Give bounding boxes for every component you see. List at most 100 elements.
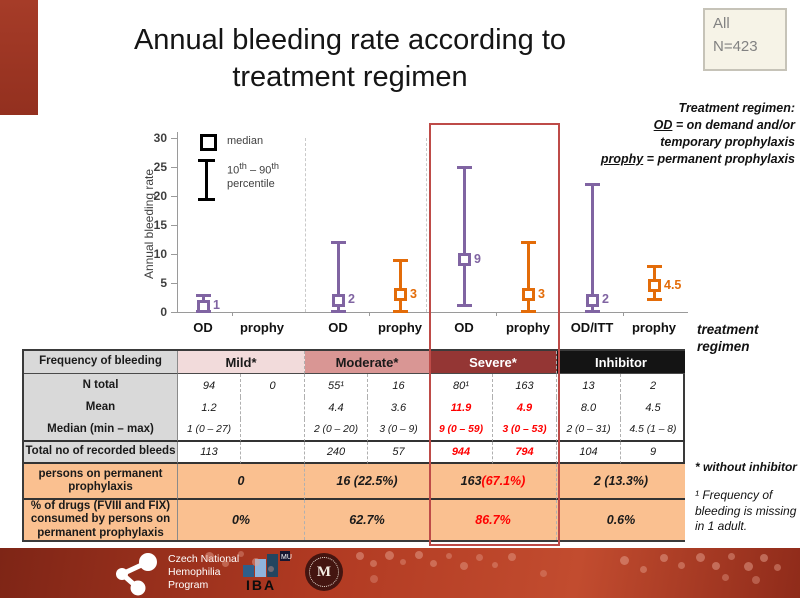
x-label-od: OD — [328, 320, 348, 335]
cell-bleeds-sev-od: 944 — [430, 442, 493, 464]
cell-drugs-mild: 0% — [178, 500, 305, 540]
col-header-inhibitor: Inhibitor — [557, 351, 685, 374]
whisker-cap-bottom — [392, 310, 408, 313]
whisker-severe-od — [462, 167, 466, 307]
cell-ntotal-inh-prophy: 2 — [649, 379, 657, 392]
cell-median-mod-prophy: 3 (0 – 9) — [368, 419, 430, 442]
x-label-prophy: prophy — [631, 320, 677, 335]
decorative-dot — [356, 552, 364, 560]
y-tick-label: 20 — [153, 189, 167, 203]
whisker-cap-top — [584, 183, 600, 187]
median-value-label: 2 — [602, 292, 609, 307]
decorative-dot — [252, 558, 260, 566]
decorative-dot — [385, 551, 394, 560]
cell-persons-moderate: 16 (22.5%) — [305, 464, 430, 500]
row-label-drug-consumption: % of drugs (FVIII and FIX) consumed by p… — [24, 500, 178, 540]
y-tick-mark — [171, 225, 177, 226]
page-title: Annual bleeding rate according to treatm… — [55, 22, 645, 96]
decorative-dot — [774, 564, 781, 571]
legend-whisker-icon — [205, 160, 208, 200]
x-label-prophy: prophy — [377, 320, 423, 335]
whisker-severe-prophy — [526, 242, 530, 312]
median-value-label: 3 — [410, 286, 417, 301]
cohort-label: All — [713, 15, 730, 32]
decorative-dot — [430, 560, 437, 567]
cell-mean-sev-od: 11.9 — [430, 397, 493, 419]
x-tick-mark — [369, 312, 370, 316]
whisker-moderate-prophy — [398, 259, 402, 312]
cell-bleeds-mild-od: 113 — [178, 442, 241, 464]
cohort-size-box: All N=423 — [703, 8, 787, 71]
cnhp-logo-text: Czech National Hemophilia Program — [168, 553, 240, 592]
legend-median-label: median — [227, 135, 264, 147]
decorative-dot — [415, 551, 423, 559]
col-header-moderate: Moderate* — [305, 351, 430, 374]
cell-mean-mild-od: 1.2 — [178, 397, 241, 419]
median-marker-inhibitor-od-itt — [585, 293, 599, 307]
whisker-cap-bottom — [520, 310, 536, 313]
cell-drugs-inhibitor: 0.6% — [557, 500, 685, 540]
whisker-cap-bottom — [456, 304, 472, 308]
iba-logo-text: IBA — [246, 577, 277, 593]
whisker-cap-top — [646, 264, 662, 268]
y-tick-label: 10 — [153, 247, 167, 261]
cell-mean-mod-prophy: 3.6 — [368, 397, 430, 419]
group-separator-line — [305, 138, 306, 312]
whisker-cap-bottom — [646, 298, 662, 302]
legend-percentile-label: 10th – 90th percentile — [227, 161, 280, 191]
cell-persons-mild: 0 — [178, 464, 305, 500]
y-tick-mark — [171, 312, 177, 313]
whisker-cap-top — [456, 166, 472, 169]
decorative-dot — [476, 554, 483, 561]
cell-bleeds-mod-prophy: 57 — [368, 442, 430, 464]
row-label-mean: Mean — [24, 397, 178, 419]
whisker-cap-top — [195, 293, 211, 297]
cell-persons-inhibitor: 2 (13.3%) — [557, 464, 685, 500]
cell-bleeds-inh-od: 104 — [557, 442, 621, 464]
whisker-cap-bottom — [584, 310, 600, 313]
cell-median-mod-od: 2 (0 – 20) — [305, 419, 368, 442]
whisker-cap-bottom — [330, 310, 346, 313]
y-tick-label: 5 — [160, 276, 167, 290]
median-value-label: 9 — [474, 251, 481, 266]
x-axis-title: treatment regimen — [697, 322, 759, 354]
x-label-od: OD — [454, 320, 474, 335]
median-value-label: 1 — [213, 298, 220, 313]
decorative-dot — [728, 553, 735, 560]
x-tick-mark — [496, 312, 497, 316]
group-separator-line — [426, 138, 427, 312]
cell-median-mild-prophy — [241, 419, 305, 442]
whisker-cap-top — [392, 258, 408, 262]
regimen-definition-note: Treatment regimen: OD = on demand and/or… — [560, 100, 795, 168]
decorative-dot — [222, 560, 229, 567]
row-label-persons-prophylaxis: persons on permanent prophylaxis — [24, 464, 178, 500]
cell-bleeds-mild-prophy — [241, 442, 305, 464]
cell-drugs-moderate: 62.7% — [305, 500, 430, 540]
decorative-dot — [268, 566, 274, 572]
svg-text:MU: MU — [281, 554, 292, 561]
cell-mean-inh-prophy: 4.5 — [645, 402, 661, 414]
decorative-dot — [370, 560, 377, 567]
decorative-dot — [400, 559, 406, 565]
group-separator-line — [558, 138, 559, 312]
x-tick-mark — [232, 312, 233, 316]
x-label-prophy: prophy — [505, 320, 551, 335]
decorative-dot — [696, 553, 705, 562]
summary-table: Frequency of bleeding Mild* Moderate* Se… — [22, 349, 685, 542]
page-title-line2: treatment regimen — [232, 61, 468, 94]
decorative-dot — [205, 552, 214, 561]
col-header-mild: Mild* — [178, 351, 305, 374]
cell-ntotal-mild-prophy: 0 — [241, 374, 305, 397]
cell-ntotal-sev-prophy: 163 — [493, 374, 557, 397]
cell-bleeds-mod-od: 240 — [305, 442, 368, 464]
y-tick-mark — [171, 167, 177, 168]
x-label-od-itt: OD/ITT — [570, 320, 614, 335]
y-tick-label: 15 — [153, 218, 167, 232]
decorative-dot — [460, 562, 468, 570]
decorative-dot — [540, 570, 547, 577]
whisker-moderate-od — [336, 242, 340, 312]
cell-ntotal-sev-od: 80¹ — [430, 374, 493, 397]
decorative-dot — [446, 553, 452, 559]
median-marker-inhibitor-prophy — [647, 279, 661, 293]
